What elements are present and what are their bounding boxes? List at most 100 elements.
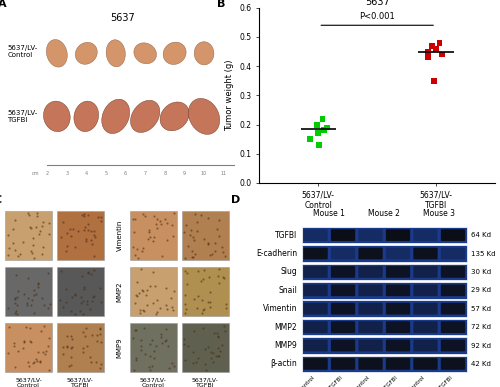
- Text: 64 Kd: 64 Kd: [472, 232, 492, 238]
- Ellipse shape: [188, 98, 220, 134]
- FancyBboxPatch shape: [358, 266, 382, 278]
- Ellipse shape: [102, 99, 130, 134]
- Point: [315, 142, 323, 148]
- Ellipse shape: [106, 40, 126, 67]
- FancyBboxPatch shape: [57, 267, 104, 316]
- FancyBboxPatch shape: [358, 303, 382, 315]
- FancyBboxPatch shape: [414, 321, 438, 333]
- Text: A: A: [0, 0, 6, 9]
- FancyBboxPatch shape: [441, 229, 465, 241]
- FancyBboxPatch shape: [386, 340, 410, 351]
- Point: [432, 46, 440, 52]
- Point: [313, 122, 321, 128]
- FancyBboxPatch shape: [386, 303, 410, 315]
- Text: 10: 10: [200, 171, 207, 176]
- FancyBboxPatch shape: [441, 248, 465, 259]
- Text: Vimentin: Vimentin: [262, 304, 297, 313]
- Text: 5637: 5637: [110, 13, 135, 23]
- Text: Vimentin: Vimentin: [117, 220, 123, 251]
- Text: 42 Kd: 42 Kd: [472, 361, 492, 367]
- Text: 29 Kd: 29 Kd: [472, 287, 492, 293]
- FancyBboxPatch shape: [414, 284, 438, 296]
- FancyBboxPatch shape: [331, 303, 355, 315]
- Ellipse shape: [160, 102, 189, 131]
- Point: [436, 40, 444, 46]
- FancyBboxPatch shape: [302, 264, 466, 280]
- FancyBboxPatch shape: [386, 229, 410, 241]
- Text: D: D: [231, 195, 240, 205]
- Text: 5637/LV-Control: 5637/LV-Control: [282, 374, 316, 387]
- FancyBboxPatch shape: [57, 211, 104, 260]
- FancyBboxPatch shape: [414, 229, 438, 241]
- FancyBboxPatch shape: [358, 321, 382, 333]
- FancyBboxPatch shape: [331, 266, 355, 278]
- Text: 4: 4: [85, 171, 88, 176]
- Text: MMP9: MMP9: [117, 337, 123, 358]
- FancyBboxPatch shape: [302, 300, 466, 317]
- Text: Slug: Slug: [280, 267, 297, 276]
- FancyBboxPatch shape: [304, 248, 328, 259]
- Text: 5: 5: [104, 171, 108, 176]
- FancyBboxPatch shape: [304, 266, 328, 278]
- FancyBboxPatch shape: [331, 358, 355, 370]
- Text: C: C: [0, 195, 2, 205]
- FancyBboxPatch shape: [414, 303, 438, 315]
- FancyBboxPatch shape: [182, 211, 229, 260]
- FancyBboxPatch shape: [358, 248, 382, 259]
- Point: [424, 54, 432, 60]
- FancyBboxPatch shape: [302, 282, 466, 299]
- FancyBboxPatch shape: [130, 267, 177, 316]
- FancyBboxPatch shape: [386, 266, 410, 278]
- Text: 6: 6: [124, 171, 127, 176]
- Ellipse shape: [163, 42, 186, 65]
- FancyBboxPatch shape: [331, 284, 355, 296]
- Text: Snail: Snail: [278, 286, 297, 295]
- FancyBboxPatch shape: [130, 323, 177, 372]
- FancyBboxPatch shape: [331, 321, 355, 333]
- Text: β-actin: β-actin: [270, 360, 297, 368]
- Point: [430, 78, 438, 84]
- FancyBboxPatch shape: [386, 358, 410, 370]
- FancyBboxPatch shape: [5, 323, 52, 372]
- FancyBboxPatch shape: [441, 266, 465, 278]
- Ellipse shape: [44, 101, 70, 132]
- Text: 11: 11: [220, 171, 226, 176]
- FancyBboxPatch shape: [304, 284, 328, 296]
- FancyBboxPatch shape: [414, 340, 438, 351]
- FancyBboxPatch shape: [57, 323, 104, 372]
- Point: [314, 130, 322, 137]
- FancyBboxPatch shape: [441, 340, 465, 351]
- Text: 135 Kd: 135 Kd: [472, 250, 496, 257]
- Text: 5637/LV-Control: 5637/LV-Control: [392, 374, 426, 387]
- Text: B: B: [217, 0, 226, 9]
- Text: Mouse 3: Mouse 3: [423, 209, 455, 218]
- Text: 5637/LV-Control: 5637/LV-Control: [336, 374, 370, 387]
- FancyBboxPatch shape: [441, 303, 465, 315]
- FancyBboxPatch shape: [302, 227, 466, 243]
- FancyBboxPatch shape: [304, 340, 328, 351]
- FancyBboxPatch shape: [5, 211, 52, 260]
- Title: 5637: 5637: [365, 0, 390, 7]
- Text: Mouse 2: Mouse 2: [368, 209, 400, 218]
- FancyBboxPatch shape: [182, 323, 229, 372]
- Text: E-cadherin: E-cadherin: [256, 249, 297, 258]
- FancyBboxPatch shape: [331, 229, 355, 241]
- Ellipse shape: [194, 42, 214, 65]
- FancyBboxPatch shape: [414, 248, 438, 259]
- FancyBboxPatch shape: [5, 267, 52, 316]
- FancyBboxPatch shape: [386, 321, 410, 333]
- FancyBboxPatch shape: [304, 303, 328, 315]
- FancyBboxPatch shape: [302, 319, 466, 336]
- FancyBboxPatch shape: [130, 211, 177, 260]
- FancyBboxPatch shape: [331, 340, 355, 351]
- Ellipse shape: [130, 100, 160, 132]
- Text: MMP9: MMP9: [274, 341, 297, 350]
- Text: MMP2: MMP2: [274, 323, 297, 332]
- Text: 57 Kd: 57 Kd: [472, 306, 492, 312]
- FancyBboxPatch shape: [304, 229, 328, 241]
- Point: [306, 136, 314, 142]
- FancyBboxPatch shape: [441, 321, 465, 333]
- Text: Mouse 1: Mouse 1: [314, 209, 345, 218]
- FancyBboxPatch shape: [304, 358, 328, 370]
- Text: 5637/LV-
TGFBI: 5637/LV- TGFBI: [192, 377, 218, 387]
